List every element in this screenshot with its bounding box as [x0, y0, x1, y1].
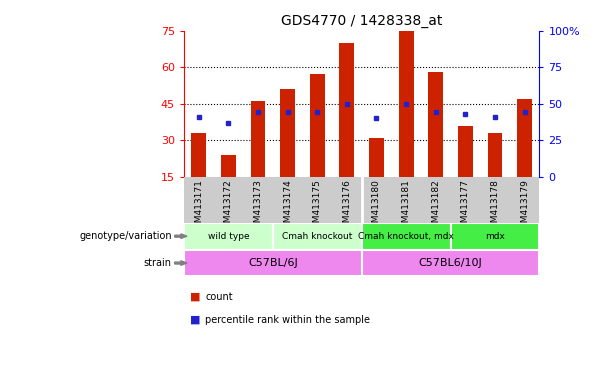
Text: GSM413174: GSM413174 — [283, 179, 292, 234]
Text: count: count — [205, 292, 233, 302]
Text: genotype/variation: genotype/variation — [79, 231, 172, 241]
Bar — [398, 31, 414, 177]
Bar — [517, 99, 532, 177]
Bar — [221, 155, 236, 177]
Bar — [362, 223, 451, 250]
Text: GSM413179: GSM413179 — [520, 179, 529, 234]
Bar — [340, 43, 354, 177]
Text: wild type: wild type — [208, 232, 249, 241]
Title: GDS4770 / 1428338_at: GDS4770 / 1428338_at — [281, 14, 443, 28]
Text: GSM413175: GSM413175 — [313, 179, 322, 234]
Text: percentile rank within the sample: percentile rank within the sample — [205, 315, 370, 325]
Bar — [251, 101, 265, 177]
Text: GSM413173: GSM413173 — [253, 179, 262, 234]
Text: GSM413177: GSM413177 — [461, 179, 470, 234]
Text: strain: strain — [143, 258, 172, 268]
Text: GSM413178: GSM413178 — [490, 179, 500, 234]
Text: C57BL6/10J: C57BL6/10J — [419, 258, 482, 268]
Text: ■: ■ — [190, 292, 200, 302]
Text: ■: ■ — [190, 315, 200, 325]
Bar — [369, 138, 384, 177]
Text: GSM413172: GSM413172 — [224, 179, 233, 234]
Bar — [487, 133, 503, 177]
Bar — [184, 223, 273, 250]
Text: C57BL/6J: C57BL/6J — [248, 258, 298, 268]
Text: Cmah knockout, mdx: Cmah knockout, mdx — [358, 232, 454, 241]
Bar — [191, 133, 206, 177]
Text: GSM413180: GSM413180 — [372, 179, 381, 234]
Bar — [310, 74, 325, 177]
Bar — [451, 223, 539, 250]
Bar — [428, 72, 443, 177]
Text: GSM413176: GSM413176 — [342, 179, 351, 234]
Text: GSM413181: GSM413181 — [402, 179, 411, 234]
Bar — [362, 250, 539, 276]
Text: Cmah knockout: Cmah knockout — [282, 232, 352, 241]
Text: GSM413182: GSM413182 — [431, 179, 440, 234]
Bar — [280, 89, 295, 177]
Text: mdx: mdx — [485, 232, 505, 241]
Bar — [273, 223, 362, 250]
Bar — [458, 126, 473, 177]
Text: GSM413171: GSM413171 — [194, 179, 204, 234]
Bar — [184, 250, 362, 276]
